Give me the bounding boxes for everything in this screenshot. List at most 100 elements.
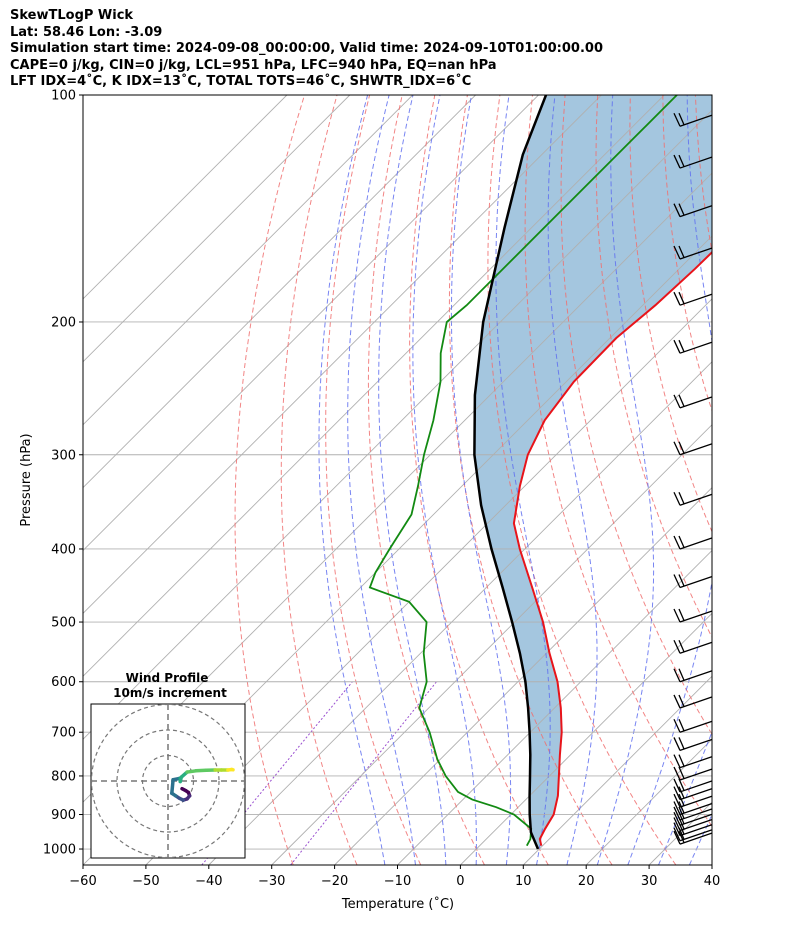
- wind-barb: [673, 154, 712, 169]
- wind-barb: [673, 291, 712, 306]
- isotherm-line: [711, 864, 712, 865]
- dry-adiabat: [728, 95, 794, 865]
- moist-adiabat: [412, 95, 477, 865]
- y-tick-label: 500: [51, 616, 76, 631]
- isotherm-line: [145, 298, 712, 865]
- isotherm-line: [334, 486, 712, 865]
- dry-adiabat: [560, 95, 712, 736]
- cape-area: [474, 95, 712, 849]
- y-tick-label: 100: [51, 89, 76, 104]
- moist-adiabat: [547, 95, 598, 865]
- isotherm-line: [271, 424, 712, 865]
- cape-shading: [474, 95, 712, 849]
- x-tick-label: −40: [195, 874, 222, 889]
- parcel-line: [473, 95, 548, 850]
- x-tick-label: −20: [321, 874, 348, 889]
- wind-barb: [673, 491, 712, 506]
- y-tick-label: 1000: [43, 843, 76, 858]
- y-tick-label: 700: [51, 726, 76, 741]
- mixing-ratio-lines: [201, 681, 437, 865]
- wind-barb: [673, 718, 712, 733]
- x-tick-label: −60: [69, 874, 96, 889]
- dry-adiabat: [409, 95, 549, 865]
- wind-barb: [673, 786, 712, 801]
- cape-cin-summary: CAPE=0 j/kg, CIN=0 j/kg, LCL=951 hPa, LF…: [10, 57, 497, 73]
- wind-barb: [673, 806, 712, 821]
- hodograph-inset: [90, 703, 246, 859]
- isotherm-line: [83, 95, 665, 677]
- dry-adiabat: [448, 95, 613, 865]
- dry-adiabat: [325, 95, 422, 865]
- x-tick-label: 0: [456, 874, 464, 889]
- wind-barb: [673, 112, 712, 127]
- x-tick-label: 40: [704, 874, 721, 889]
- isotherm-lines: [83, 95, 712, 865]
- wind-barb: [673, 766, 712, 781]
- moist-adiabat-lines: [318, 95, 712, 865]
- station-coordinates: Lat: 58.46 Lon: -3.09: [10, 24, 163, 40]
- wind-barb: [673, 639, 712, 654]
- wind-barb: [673, 694, 712, 709]
- dry-adiabat: [280, 95, 358, 865]
- plot-area: [83, 95, 794, 865]
- dry-adiabat: [761, 95, 794, 865]
- isotherm-line: [83, 95, 351, 363]
- temperature-line: [512, 250, 712, 846]
- y-axis-label: Pressure (hPa): [19, 433, 34, 526]
- wind-barbs: [673, 112, 712, 845]
- dry-adiabat: [487, 95, 677, 865]
- y-tick-label: 200: [51, 315, 76, 330]
- dry-adiabat: [524, 95, 712, 828]
- wind-barb: [673, 245, 712, 260]
- profile-lines: [368, 95, 712, 850]
- wind-barb: [673, 754, 712, 769]
- hodograph-segment: [170, 777, 175, 795]
- x-tick-label: 10: [515, 874, 532, 889]
- wind-barb: [673, 608, 712, 623]
- y-tick-label: 300: [51, 448, 76, 463]
- y-tick-label: 400: [51, 542, 76, 557]
- isotherm-line: [83, 95, 539, 552]
- wind-barb: [673, 203, 712, 218]
- moist-adiabat: [627, 95, 712, 865]
- dry-adiabat: [662, 95, 712, 413]
- x-axis-label: Temperature (˚C): [341, 896, 454, 912]
- moist-adiabat: [347, 95, 416, 865]
- isotherm-line: [83, 95, 288, 300]
- wind-barb: [673, 441, 712, 456]
- hodograph-subtitle: 10m/s increment: [113, 686, 227, 700]
- x-tick-label: 20: [578, 874, 595, 889]
- y-tick-label: 800: [51, 769, 76, 784]
- dry-adiabat-lines: [234, 95, 794, 865]
- wind-barb: [673, 394, 712, 409]
- isotherm-line: [83, 95, 602, 615]
- wind-barb: [673, 793, 712, 808]
- isotherm-line: [83, 95, 414, 426]
- moist-adiabat: [378, 95, 447, 865]
- mixing-ratio-line: [290, 681, 437, 865]
- y-tick-label: 900: [51, 808, 76, 823]
- moist-adiabat: [596, 95, 655, 865]
- isotherm-line: [208, 361, 712, 865]
- moist-adiabat: [318, 95, 386, 865]
- dry-adiabat: [595, 95, 712, 639]
- hodograph-title: Wind Profile: [126, 671, 209, 685]
- simulation-times: Simulation start time: 2024-09-08_00:00:…: [10, 41, 603, 57]
- isotherm-line: [83, 95, 476, 489]
- y-tick-label: 600: [51, 675, 76, 690]
- x-tick-label: 30: [641, 874, 658, 889]
- isotherm-line: [397, 549, 712, 865]
- dewpoint-line: [368, 95, 678, 847]
- x-tick-label: −50: [132, 874, 159, 889]
- stability-indices: LFT IDX=4˚C, K IDX=13˚C, TOTAL TOTS=46˚C…: [10, 74, 472, 90]
- wind-barb: [673, 339, 712, 354]
- x-tick-label: −30: [258, 874, 285, 889]
- wind-barb: [673, 668, 712, 683]
- dry-adiabat: [234, 95, 305, 865]
- wind-barb: [673, 778, 712, 793]
- chart-header: SkewTLogP Wick Lat: 58.46 Lon: -3.09 Sim…: [10, 8, 603, 91]
- x-tick-label: −10: [384, 874, 411, 889]
- hodograph-plot: [91, 704, 245, 858]
- isotherm-line: [83, 109, 712, 740]
